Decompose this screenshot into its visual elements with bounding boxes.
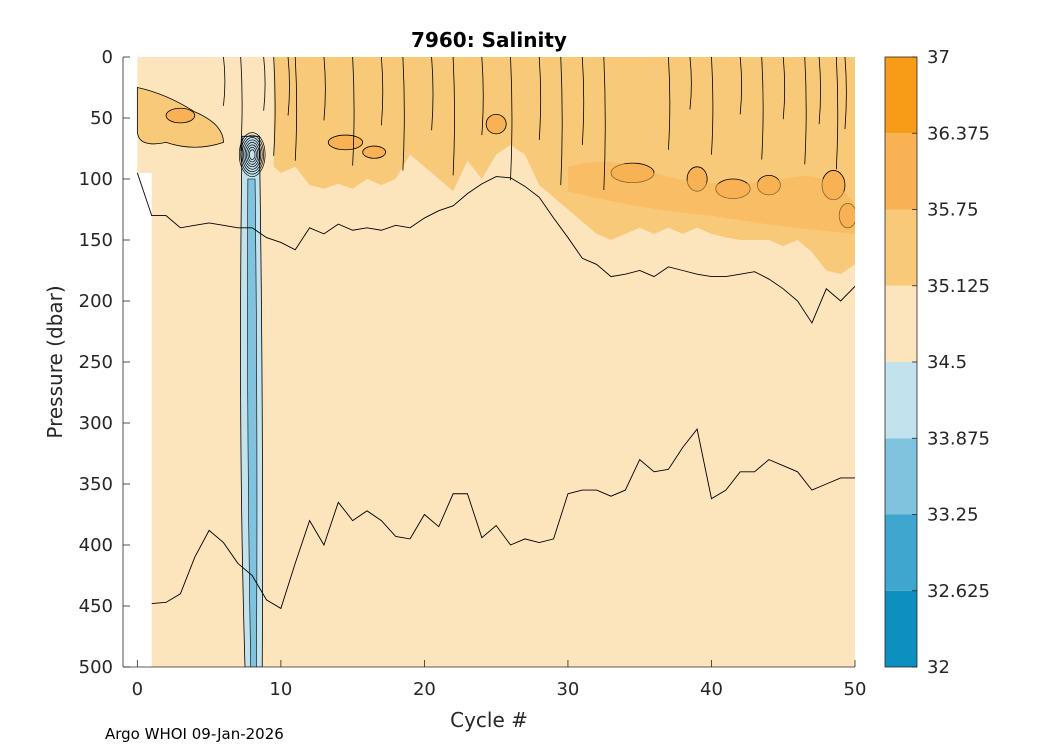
surface-contour-10 bbox=[431, 57, 434, 131]
surface-contour-5 bbox=[294, 57, 298, 161]
x-tick-label-20: 20 bbox=[413, 679, 436, 700]
colorbar-segment-3 bbox=[885, 362, 917, 439]
surface-contour-13 bbox=[510, 57, 513, 181]
colorbar-tick-label-2: 33.25 bbox=[927, 505, 979, 526]
surface-contour-21 bbox=[739, 57, 743, 115]
surface-contour-25 bbox=[818, 57, 821, 125]
surface-contour-18 bbox=[668, 57, 671, 150]
surface-contour-22 bbox=[761, 57, 764, 160]
plume-inner bbox=[247, 178, 258, 667]
surface-contour-20 bbox=[711, 57, 714, 155]
x-tick-label-30: 30 bbox=[556, 679, 579, 700]
y-axis-ticks: 0 50 100 150 200 250 300 350 400 450 500 bbox=[79, 47, 130, 678]
surface-contour-17 bbox=[603, 57, 606, 190]
surface-contour-27 bbox=[844, 57, 847, 130]
colorbar bbox=[885, 57, 917, 667]
y-tick-label-350: 350 bbox=[79, 474, 113, 495]
surface-contour-1 bbox=[240, 57, 243, 151]
plume-ring-4 bbox=[244, 142, 260, 168]
y-tick-label-500: 500 bbox=[79, 657, 113, 678]
x-tick-label-10: 10 bbox=[269, 679, 292, 700]
colorbar-segment-7 bbox=[885, 57, 917, 134]
salinity-band-deep bbox=[567, 161, 855, 234]
footer-credit: Argo WHOI 09-Jan-2026 bbox=[105, 725, 284, 743]
salinity-fill-35.125-35.75 bbox=[273, 57, 855, 275]
y-tick-label-0: 0 bbox=[102, 47, 113, 68]
salinity-patch-0 bbox=[165, 107, 196, 124]
colorbar-ticks: 32 32.625 33.25 33.875 34.5 35.125 35.75 36.375… bbox=[912, 47, 990, 678]
surface-contour-lines bbox=[223, 57, 847, 190]
y-tick-label-400: 400 bbox=[79, 535, 113, 556]
colorbar-tick-label-4: 34.5 bbox=[927, 352, 967, 373]
plume-ring-3 bbox=[243, 139, 262, 170]
colorbar-tick-label-6: 35.75 bbox=[927, 200, 979, 221]
plume-ring-1 bbox=[240, 134, 265, 175]
colorbar-segment-5 bbox=[885, 209, 917, 286]
surface-contour-6 bbox=[323, 57, 326, 121]
salinity-patch-3 bbox=[485, 113, 507, 135]
y-tick-label-250: 250 bbox=[79, 352, 113, 373]
x-axis-ticks: 0 10 20 30 40 50 bbox=[132, 660, 867, 700]
plume-ring-5 bbox=[246, 144, 259, 165]
salinity-patch-1 bbox=[327, 134, 364, 151]
colorbar-segment-0 bbox=[885, 590, 917, 667]
y-tick-label-450: 450 bbox=[79, 596, 113, 617]
surface-contour-12 bbox=[481, 57, 484, 136]
colorbar-segment-1 bbox=[885, 514, 917, 591]
plume-ring-6 bbox=[247, 146, 257, 163]
surface-contour-2 bbox=[263, 57, 266, 111]
surface-contour-7 bbox=[352, 57, 355, 166]
colorbar-segment-6 bbox=[885, 133, 917, 210]
plume-ring-2 bbox=[241, 137, 263, 173]
surface-contour-24 bbox=[804, 57, 807, 165]
x-tick-label-50: 50 bbox=[844, 679, 867, 700]
surface-contour-3 bbox=[273, 57, 276, 156]
surface-contour-8 bbox=[380, 57, 384, 126]
colorbar-tick-label-8: 37 bbox=[927, 47, 950, 68]
chart-title: 7960: Salinity bbox=[411, 28, 567, 52]
x-tick-label-40: 40 bbox=[700, 679, 723, 700]
y-tick-label-200: 200 bbox=[79, 291, 113, 312]
salinity-patches-35.75-plus bbox=[136, 87, 855, 234]
colorbar-segment-2 bbox=[885, 438, 917, 515]
surface-contour-26 bbox=[835, 57, 839, 170]
y-axis-label: Pressure (dbar) bbox=[43, 285, 67, 438]
surface-contour-11 bbox=[452, 57, 455, 176]
colorbar-tick-label-0: 32 bbox=[927, 657, 950, 678]
y-tick-label-300: 300 bbox=[79, 413, 113, 434]
colorbar-tick-label-5: 35.125 bbox=[927, 276, 990, 297]
surface-contour-4 bbox=[287, 57, 290, 116]
x-axis-label: Cycle # bbox=[450, 708, 528, 732]
low-salinity-plume bbox=[238, 132, 266, 667]
surface-contour-0 bbox=[223, 57, 226, 106]
contour-line-35.125 bbox=[136, 172, 855, 324]
surface-contour-15 bbox=[560, 57, 563, 186]
colorbar-tick-label-7: 36.375 bbox=[927, 123, 990, 144]
y-tick-label-100: 100 bbox=[79, 169, 113, 190]
y-tick-label-150: 150 bbox=[79, 230, 113, 251]
colorbar-tick-label-1: 32.625 bbox=[927, 581, 990, 602]
colorbar-tick-label-3: 33.875 bbox=[927, 428, 990, 449]
y-tick-label-50: 50 bbox=[90, 108, 113, 129]
contour-layer bbox=[136, 57, 855, 667]
salinity-patch-2 bbox=[362, 145, 387, 159]
contour-line-34.5 bbox=[151, 428, 855, 610]
surface-contour-9 bbox=[402, 57, 405, 171]
plume-ring-0 bbox=[238, 132, 266, 177]
surface-contour-23 bbox=[782, 57, 786, 120]
colorbar-segment-4 bbox=[885, 285, 917, 362]
surface-contour-14 bbox=[538, 57, 542, 140]
x-tick-label-0: 0 bbox=[132, 679, 143, 700]
surface-contour-16 bbox=[581, 57, 585, 145]
surface-contour-19 bbox=[689, 57, 692, 110]
plume-ring-7 bbox=[248, 149, 256, 160]
